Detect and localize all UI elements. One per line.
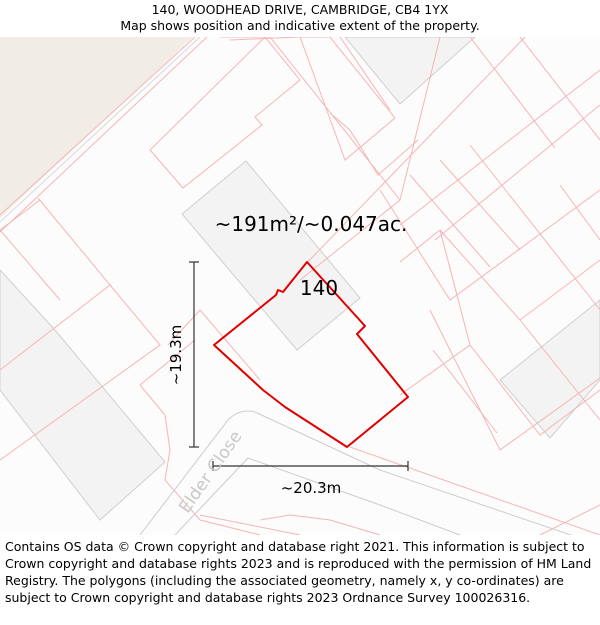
map-subtitle: Map shows position and indicative extent… bbox=[120, 18, 480, 33]
vertical-dimension-label: ~19.3m bbox=[167, 325, 185, 386]
property-map[interactable]: ~191m²/~0.047ac. 140 ~19.3m ~20.3m Elder… bbox=[0, 37, 600, 535]
parcel-line bbox=[0, 37, 208, 233]
horizontal-dimension-label: ~20.3m bbox=[281, 479, 342, 497]
building bbox=[499, 299, 600, 439]
vertical-measure bbox=[189, 261, 199, 448]
building bbox=[0, 269, 166, 521]
plot-number-label: 140 bbox=[300, 276, 338, 300]
property-boundary[interactable] bbox=[213, 261, 409, 448]
buildings bbox=[0, 37, 600, 521]
building-140 bbox=[181, 160, 361, 351]
parcel-line bbox=[0, 37, 196, 216]
parcel-boundaries bbox=[0, 37, 600, 535]
boundary-line bbox=[0, 37, 201, 223]
map-header: 140, WOODHEAD DRIVE, CAMBRIDGE, CB4 1YX … bbox=[0, 0, 600, 39]
attribution-footer: Contains OS data © Crown copyright and d… bbox=[5, 539, 592, 605]
horizontal-measure bbox=[212, 461, 409, 471]
road-elder-close bbox=[139, 410, 573, 535]
property-address: 140, WOODHEAD DRIVE, CAMBRIDGE, CB4 1YX bbox=[151, 2, 449, 17]
area-label: ~191m²/~0.047ac. bbox=[215, 212, 408, 236]
building bbox=[344, 37, 476, 105]
